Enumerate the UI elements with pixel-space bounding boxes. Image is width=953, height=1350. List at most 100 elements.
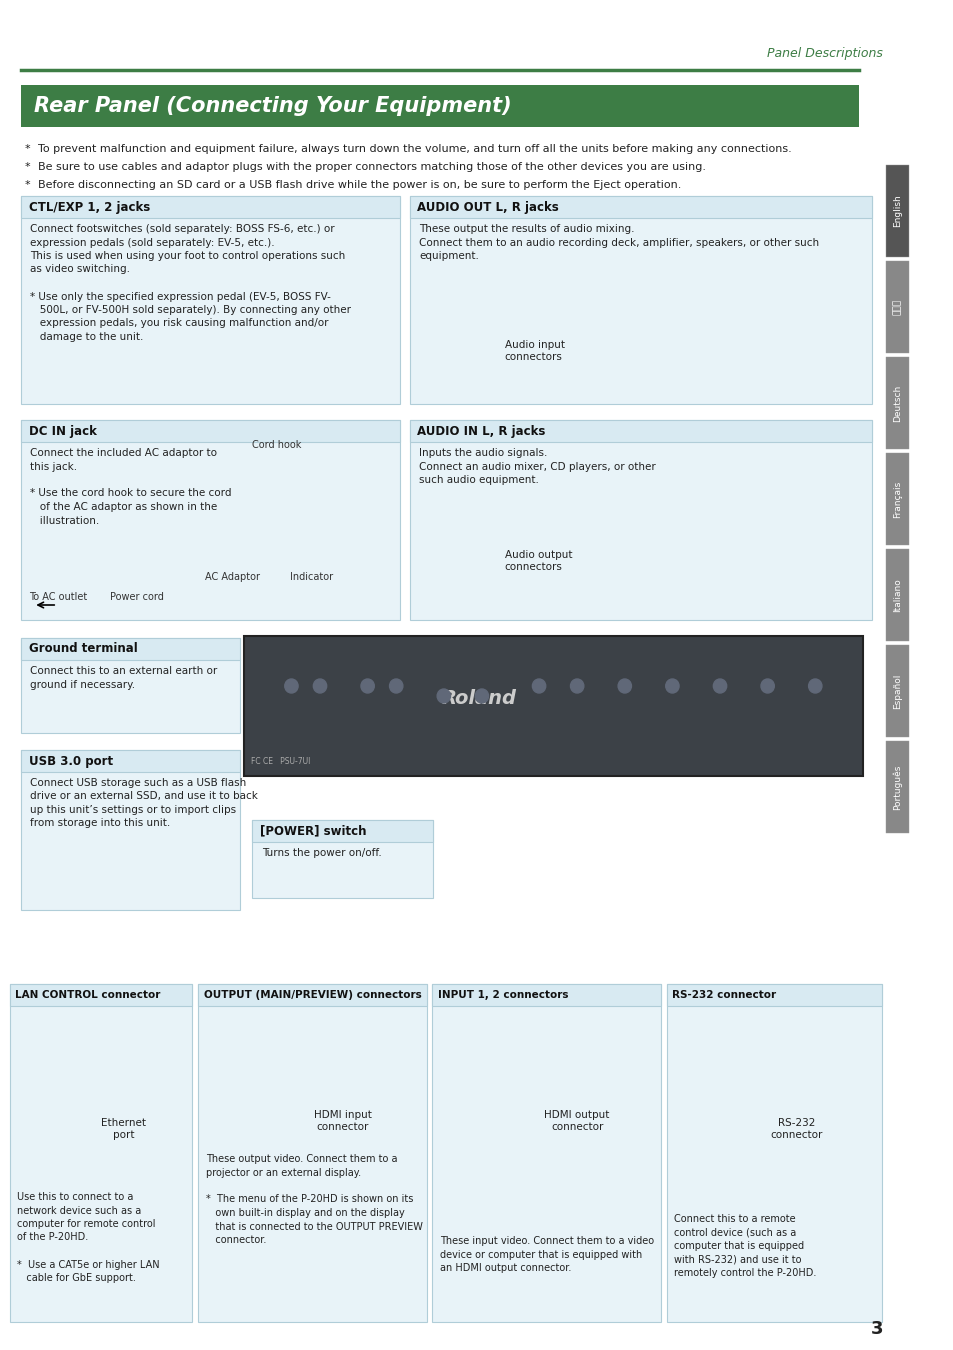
- Text: * Use only the specified expression pedal (EV-5, BOSS FV-: * Use only the specified expression peda…: [30, 292, 331, 301]
- Circle shape: [389, 679, 402, 693]
- Text: INPUT 1, 2 connectors: INPUT 1, 2 connectors: [437, 990, 568, 1000]
- Text: Deutsch: Deutsch: [892, 385, 901, 421]
- Text: such audio equipment.: such audio equipment.: [418, 475, 538, 485]
- Text: Audio output
connectors: Audio output connectors: [504, 549, 572, 571]
- Bar: [21, 751, 240, 772]
- Bar: [21, 639, 240, 733]
- Text: RS-232 connector: RS-232 connector: [672, 990, 776, 1000]
- Text: Connect this to a remote: Connect this to a remote: [674, 1214, 795, 1224]
- Text: This is used when using your foot to control operations such: This is used when using your foot to con…: [30, 251, 345, 261]
- Text: this jack.: this jack.: [30, 462, 77, 471]
- Text: LAN CONTROL connector: LAN CONTROL connector: [15, 990, 160, 1000]
- Circle shape: [360, 679, 374, 693]
- Text: expression pedals (sold separately: EV-5, etc.).: expression pedals (sold separately: EV-5…: [30, 238, 274, 247]
- Circle shape: [313, 679, 326, 693]
- Text: up this unit’s settings or to import clips: up this unit’s settings or to import cli…: [30, 805, 236, 815]
- Text: Indicator: Indicator: [290, 572, 334, 582]
- Bar: [10, 984, 193, 1322]
- Bar: [409, 196, 871, 217]
- Bar: [884, 165, 907, 256]
- Text: OUTPUT (MAIN/PREVIEW) connectors: OUTPUT (MAIN/PREVIEW) connectors: [204, 990, 421, 1000]
- Bar: [253, 819, 433, 842]
- Text: AUDIO OUT L, R jacks: AUDIO OUT L, R jacks: [416, 201, 558, 213]
- Text: expression pedals, you risk causing malfunction and/or: expression pedals, you risk causing malf…: [30, 319, 329, 328]
- Text: CTL/EXP 1, 2 jacks: CTL/EXP 1, 2 jacks: [29, 201, 150, 213]
- Bar: [10, 984, 193, 1006]
- Text: 3: 3: [869, 1320, 882, 1338]
- Text: device or computer that is equipped with: device or computer that is equipped with: [439, 1250, 641, 1260]
- Bar: [884, 454, 907, 545]
- Bar: [666, 984, 881, 1006]
- Text: control device (such as a: control device (such as a: [674, 1227, 796, 1238]
- Text: with RS-232) and use it to: with RS-232) and use it to: [674, 1254, 801, 1265]
- Text: computer that is equipped: computer that is equipped: [674, 1241, 803, 1251]
- Bar: [409, 420, 871, 441]
- Text: Audio input
connectors: Audio input connectors: [504, 340, 564, 362]
- Text: connector.: connector.: [206, 1235, 266, 1245]
- Bar: [409, 420, 871, 620]
- Text: Be sure to use cables and adaptor plugs with the proper connectors matching thos: Be sure to use cables and adaptor plugs …: [38, 162, 705, 171]
- Text: AC Adaptor: AC Adaptor: [205, 572, 259, 582]
- Text: Rear Panel (Connecting Your Equipment): Rear Panel (Connecting Your Equipment): [34, 96, 512, 116]
- Circle shape: [285, 679, 297, 693]
- Bar: [432, 984, 660, 1006]
- Text: an HDMI output connector.: an HDMI output connector.: [439, 1264, 571, 1273]
- Text: drive or an external SSD, and use it to back: drive or an external SSD, and use it to …: [30, 791, 258, 802]
- Text: AUDIO IN L, R jacks: AUDIO IN L, R jacks: [416, 424, 545, 437]
- Text: 日本語: 日本語: [892, 298, 901, 315]
- Circle shape: [475, 688, 488, 703]
- Text: own built-in display and on the display: own built-in display and on the display: [206, 1208, 404, 1218]
- Text: *  Use a CAT5e or higher LAN: * Use a CAT5e or higher LAN: [17, 1260, 159, 1269]
- Circle shape: [760, 679, 774, 693]
- Bar: [884, 741, 907, 833]
- Circle shape: [713, 679, 726, 693]
- Bar: [21, 196, 399, 217]
- Text: Roland: Roland: [441, 690, 516, 709]
- Bar: [666, 984, 881, 1322]
- Text: computer for remote control: computer for remote control: [17, 1219, 155, 1228]
- Text: To prevent malfunction and equipment failure, always turn down the volume, and t: To prevent malfunction and equipment fai…: [38, 144, 791, 154]
- Text: Italiano: Italiano: [892, 578, 901, 612]
- Text: *  The menu of the P-20HD is shown on its: * The menu of the P-20HD is shown on its: [206, 1195, 413, 1204]
- Text: To AC outlet: To AC outlet: [29, 593, 87, 602]
- Text: DC IN jack: DC IN jack: [29, 424, 96, 437]
- Bar: [198, 984, 426, 1322]
- Bar: [198, 984, 426, 1006]
- Bar: [21, 751, 240, 910]
- Text: Before disconnecting an SD card or a USB flash drive while the power is on, be s: Before disconnecting an SD card or a USB…: [38, 180, 680, 190]
- Text: Ground terminal: Ground terminal: [29, 643, 137, 656]
- Text: * Use the cord hook to secure the cord: * Use the cord hook to secure the cord: [30, 489, 232, 498]
- Text: These output video. Connect them to a: These output video. Connect them to a: [206, 1154, 396, 1164]
- Bar: [21, 420, 399, 441]
- Text: Turns the power on/off.: Turns the power on/off.: [262, 848, 381, 859]
- Text: *: *: [25, 162, 30, 171]
- Text: Connect footswitches (sold separately: BOSS FS-6, etc.) or: Connect footswitches (sold separately: B…: [30, 224, 335, 234]
- Text: from storage into this unit.: from storage into this unit.: [30, 818, 171, 829]
- Bar: [884, 549, 907, 641]
- Text: Ethernet
port: Ethernet port: [101, 1118, 146, 1139]
- Text: Connect them to an audio recording deck, amplifier, speakers, or other such: Connect them to an audio recording deck,…: [418, 238, 819, 247]
- Text: of the P-20HD.: of the P-20HD.: [17, 1233, 89, 1242]
- Text: Power cord: Power cord: [110, 593, 163, 602]
- Text: FC CE   PSU-7UI: FC CE PSU-7UI: [252, 757, 311, 765]
- Text: Português: Português: [891, 764, 901, 810]
- Circle shape: [665, 679, 679, 693]
- Bar: [432, 984, 660, 1322]
- Text: HDMI output
connector: HDMI output connector: [544, 1110, 609, 1131]
- Text: 500L, or FV-500H sold separately). By connecting any other: 500L, or FV-500H sold separately). By co…: [30, 305, 351, 315]
- Text: Panel Descriptions: Panel Descriptions: [766, 47, 882, 59]
- Text: USB 3.0 port: USB 3.0 port: [29, 755, 112, 768]
- Text: These output the results of audio mixing.: These output the results of audio mixing…: [418, 224, 634, 234]
- Text: cable for GbE support.: cable for GbE support.: [17, 1273, 136, 1282]
- Text: Connect the included AC adaptor to: Connect the included AC adaptor to: [30, 448, 217, 458]
- Text: network device such as a: network device such as a: [17, 1206, 141, 1215]
- Text: Español: Español: [892, 674, 901, 709]
- Bar: [21, 196, 399, 404]
- Text: Use this to connect to a: Use this to connect to a: [17, 1192, 133, 1202]
- Text: HDMI input
connector: HDMI input connector: [314, 1110, 372, 1131]
- Text: illustration.: illustration.: [30, 516, 100, 525]
- Text: as video switching.: as video switching.: [30, 265, 131, 274]
- Text: *: *: [25, 180, 30, 190]
- Circle shape: [618, 679, 631, 693]
- Bar: [253, 819, 433, 898]
